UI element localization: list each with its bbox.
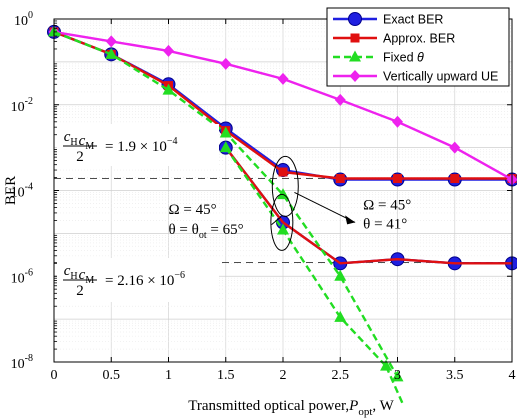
- x-tick-label: 0.5: [103, 368, 121, 383]
- marker-triangle: [162, 83, 175, 95]
- marker-square: [278, 167, 288, 177]
- x-tick-label: 0: [51, 368, 58, 383]
- marker-triangle: [334, 310, 347, 322]
- annotation-pointer: [271, 216, 282, 226]
- marker-triangle: [380, 359, 393, 371]
- x-tick-label: 2.5: [332, 368, 350, 383]
- annotation-ellipse: [271, 155, 299, 217]
- marker-triangle: [391, 370, 404, 382]
- marker-triangle: [219, 141, 232, 153]
- series-branch-5: [224, 146, 512, 265]
- x-tick-label: 1: [165, 368, 172, 383]
- annotation-1-line2: θ = 41°: [363, 216, 407, 232]
- annotation-arrow: [294, 192, 356, 223]
- marker-square: [335, 174, 345, 184]
- marker-square: [393, 174, 402, 184]
- series-branch-6: [219, 141, 393, 371]
- annotation-1-line1: Ω = 45°: [363, 197, 411, 213]
- y-tick-label: 10-8: [11, 353, 33, 372]
- legend-label: Vertically upward UE: [383, 70, 498, 84]
- marker-diamond: [163, 44, 174, 57]
- reference-label-value: = 2.16 × 10−6: [105, 270, 185, 289]
- arrow-head: [345, 215, 356, 225]
- marker-diamond: [334, 93, 346, 106]
- annotation-ellipse: [270, 193, 294, 251]
- series-line: [385, 365, 405, 406]
- legend-item: Vertically upward UE: [333, 70, 498, 84]
- legend-item: Exact BER: [333, 12, 443, 27]
- marker-circle: [348, 12, 362, 26]
- legend-item: Fixed θ: [333, 50, 424, 65]
- legend-label: Exact BER: [383, 13, 443, 27]
- x-axis-label: Transmitted optical power,Popt, W: [188, 398, 394, 418]
- legend-label: Approx. BER: [383, 32, 455, 46]
- marker-diamond: [277, 72, 289, 85]
- legend-label: Fixed θ: [383, 51, 424, 65]
- marker-diamond: [449, 141, 461, 154]
- marker-triangle: [277, 223, 289, 235]
- reference-label-denominator: 2: [76, 283, 84, 299]
- y-tick-label: 10-6: [11, 267, 33, 286]
- x-tick-label: 2: [280, 368, 287, 383]
- legend: Exact BER Approx. BER Fixed θ Vertically up…: [326, 7, 510, 87]
- series-line: [224, 146, 512, 265]
- legend-item: Approx. BER: [333, 32, 455, 46]
- y-tick-label: 10-4: [11, 182, 33, 201]
- marker-diamond: [349, 70, 361, 82]
- marker-triangle: [105, 47, 118, 59]
- x-tick-label: 3.5: [446, 368, 464, 383]
- reference-label-bg: [57, 124, 219, 166]
- reference-label-value: = 1.9 × 10−4: [105, 136, 178, 155]
- series-line: [224, 146, 387, 368]
- y-tick-label: 100: [14, 10, 33, 29]
- marker-triangle: [219, 126, 232, 138]
- marker-triangle: [349, 50, 361, 62]
- series-branch-7: [385, 365, 405, 406]
- x-tick-label: 1.5: [217, 368, 235, 383]
- marker-diamond: [220, 57, 232, 70]
- axes: 0 0.5 1 1.5 2 2.5 3 3.5 4 100 10-2 10-4 10-6 10-8 Tran…: [3, 10, 516, 418]
- marker-diamond: [105, 35, 117, 48]
- marker-triangle: [334, 269, 347, 281]
- x-tick-label: 3: [394, 368, 401, 383]
- reference-label-denominator: 2: [76, 149, 84, 165]
- x-tick-label: 4: [509, 368, 516, 383]
- y-axis-label: BER: [3, 176, 19, 205]
- marker-square: [350, 33, 360, 43]
- y-tick-label: 10-2: [11, 96, 33, 115]
- marker-square: [450, 174, 460, 184]
- annotation-2-line2: θ = θot = 65°: [169, 222, 244, 241]
- annotation-2-line1: Ω = 45°: [169, 202, 217, 218]
- marker-diamond: [392, 115, 403, 128]
